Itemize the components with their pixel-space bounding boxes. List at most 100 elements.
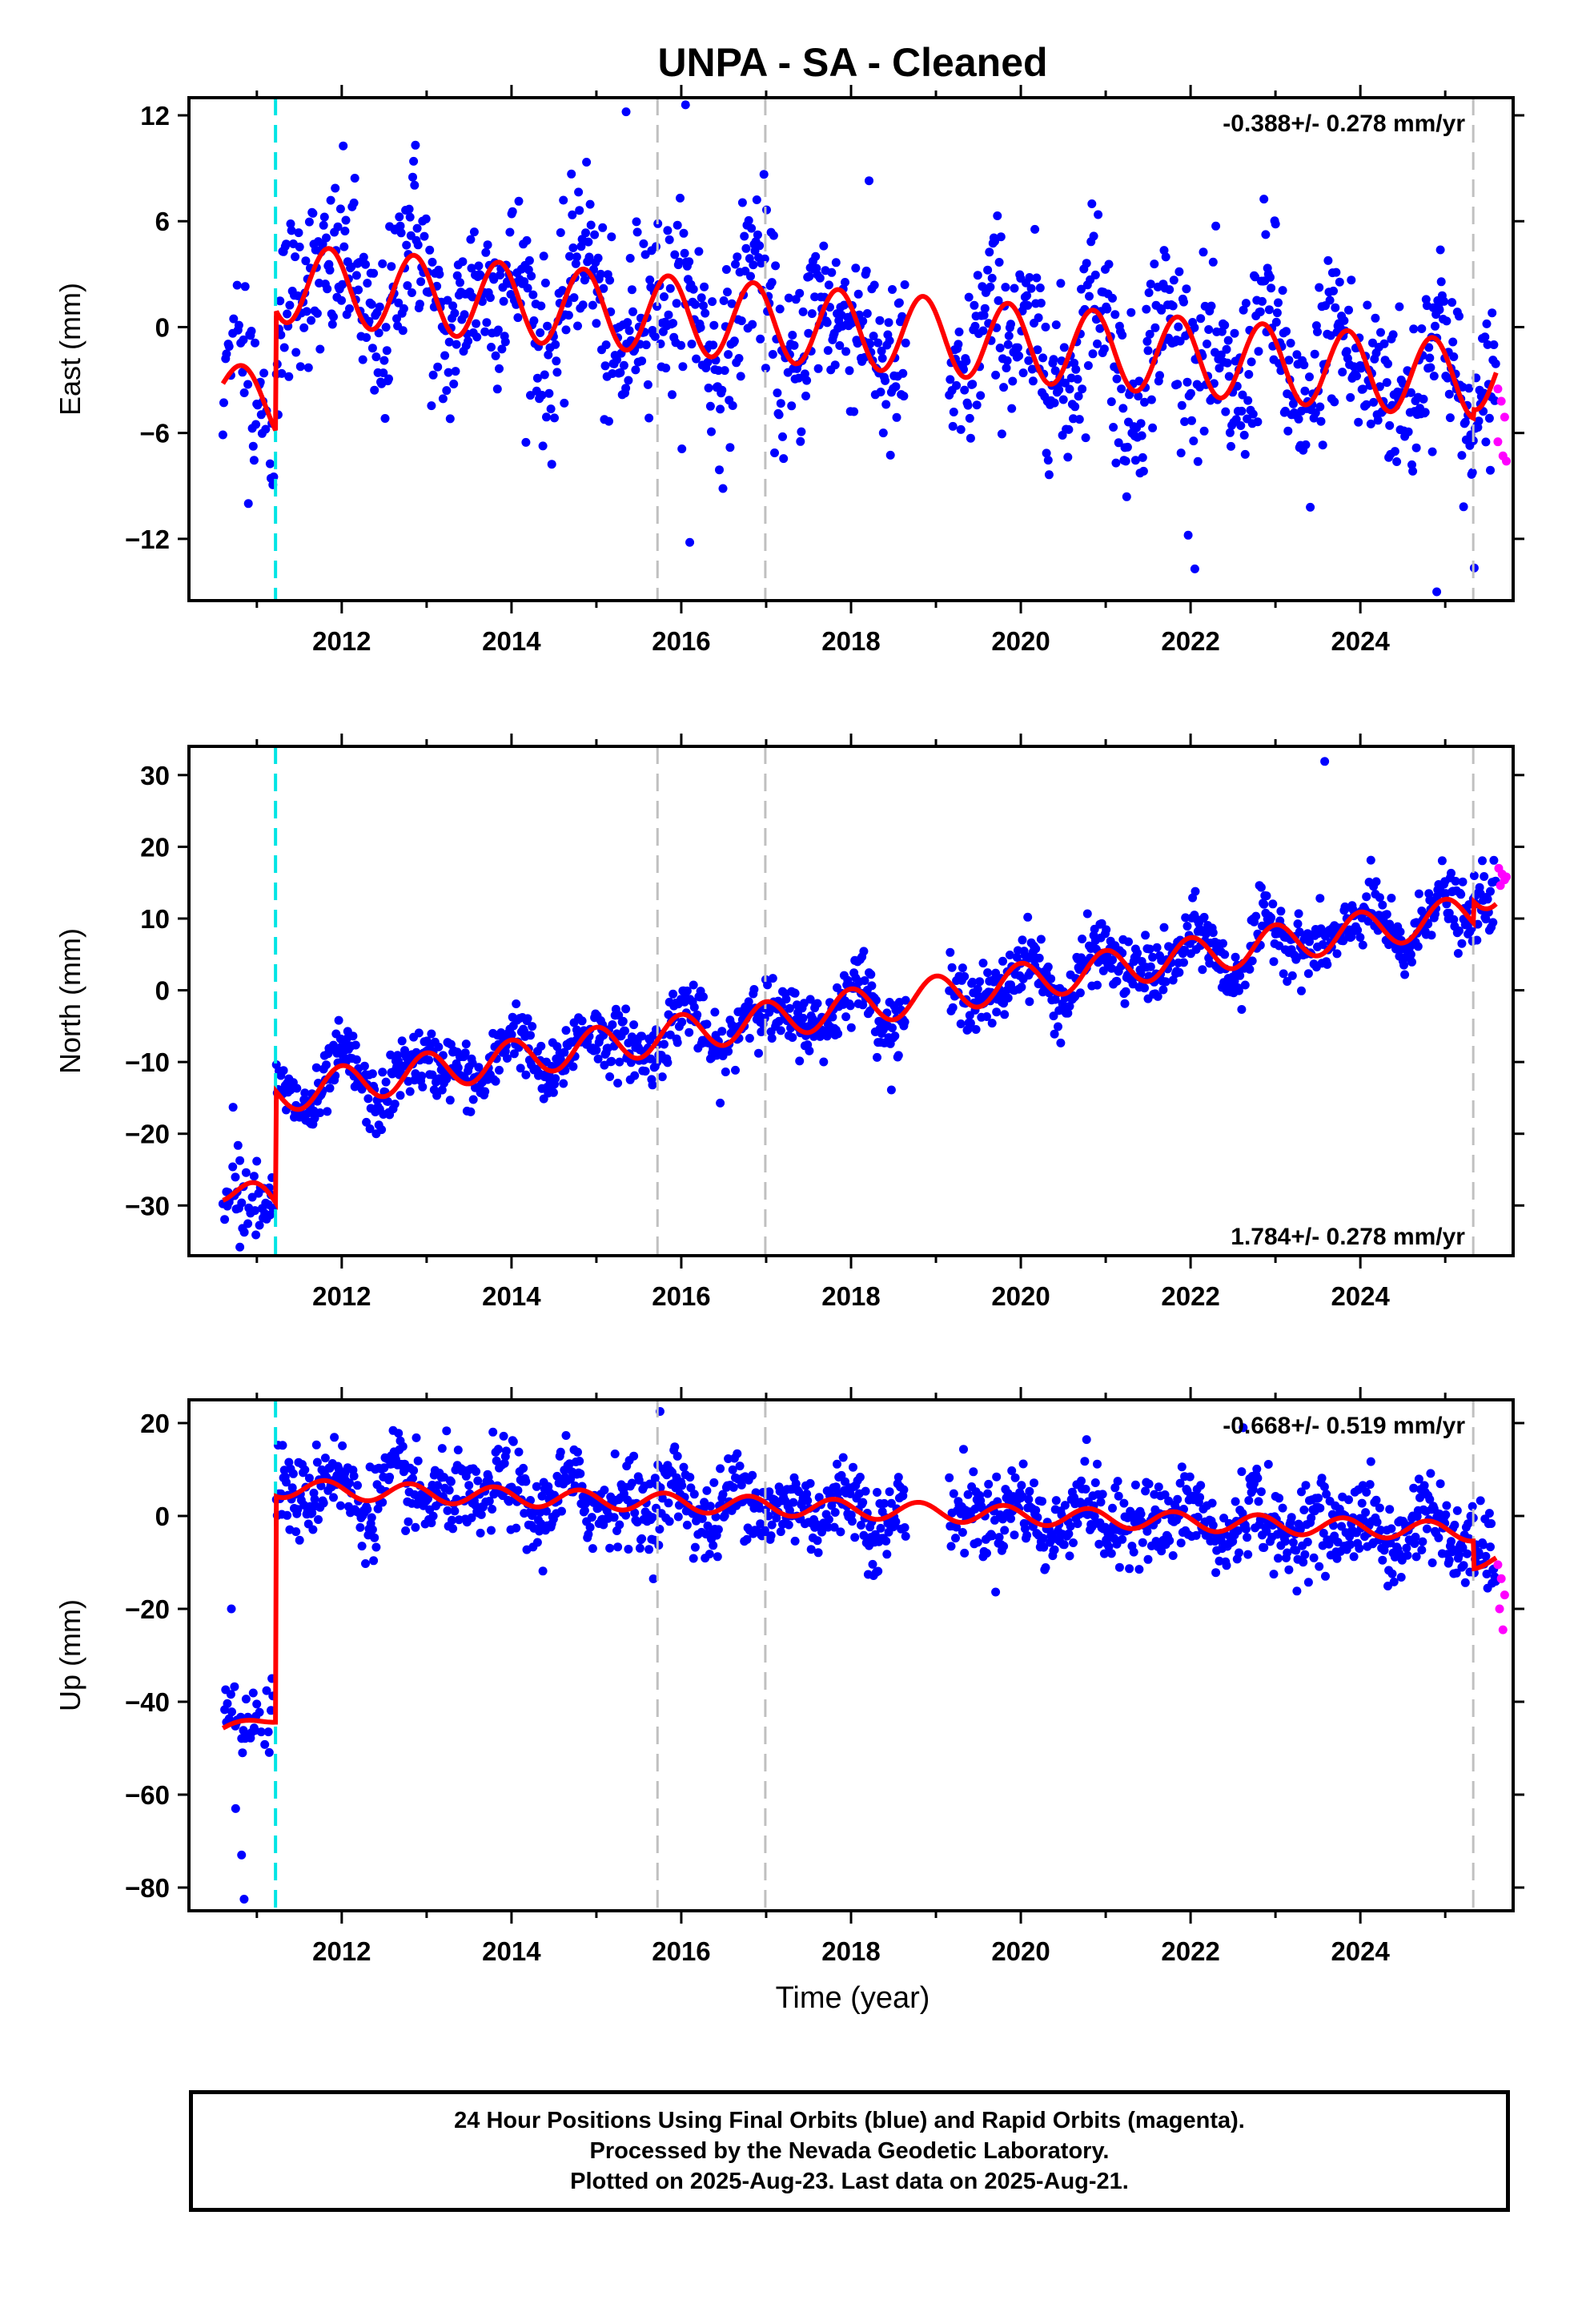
data-point [954,328,964,336]
data-point [845,1489,855,1498]
data-point [1395,927,1405,937]
data-point [1468,1502,1477,1511]
x-tick-label: 2018 [821,626,880,656]
data-point [954,340,963,349]
data-point [1363,916,1373,926]
data-point [1259,899,1269,909]
data-point [1455,312,1464,321]
data-point [323,1107,332,1116]
data-point [900,280,909,289]
data-point [703,357,713,367]
data-point [1481,437,1491,447]
data-point [1409,324,1419,334]
data-point [491,1076,500,1086]
data-point [561,1431,571,1440]
y-axis-label: East (mm) [54,283,86,416]
data-point [1050,398,1059,408]
data-point [234,320,243,330]
data-point [251,338,259,348]
data-point [1362,400,1371,409]
data-point [582,158,592,167]
data-point [500,337,510,347]
data-point [697,293,706,303]
y-tick-label: −80 [125,1873,170,1903]
x-axis-label: Time (year) [776,1981,930,2015]
data-point [1043,456,1053,465]
data-point [1481,1551,1491,1561]
data-point [1483,895,1492,904]
data-point [585,1522,595,1532]
data-point [1173,380,1182,389]
data-point [496,1028,506,1037]
data-point [390,1100,400,1109]
data-point [632,217,641,227]
data-point [404,204,414,214]
data-point [1261,230,1271,239]
data-point [227,1707,236,1717]
data-point [499,296,508,306]
data-point [987,273,997,283]
data-point [607,232,616,242]
data-point [561,1026,571,1035]
data-point [1108,1503,1117,1513]
data-point [1469,871,1479,880]
data-point [548,1088,558,1097]
data-point [873,1566,883,1576]
data-point [412,223,422,233]
data-point [1253,1474,1263,1483]
data-point [1278,1503,1287,1513]
data-point [627,285,636,295]
data-point [456,278,464,287]
outlier-point [237,1850,247,1860]
data-point [1155,371,1164,380]
data-point [637,1031,647,1041]
data-point [853,289,863,299]
data-point [468,1058,477,1068]
data-point [1196,1481,1206,1490]
data-point [528,1022,537,1031]
data-point [544,350,553,360]
data-point [1231,415,1241,424]
data-point [1443,373,1452,383]
data-point [734,354,744,363]
data-point [733,1449,742,1458]
data-point [1301,440,1311,449]
data-point [377,1125,387,1135]
y-tick-label: 0 [155,312,170,342]
data-point [396,228,406,238]
data-point [1025,273,1034,282]
data-point [607,1056,616,1066]
data-point [663,1058,673,1068]
data-point [1046,974,1056,983]
data-point [648,1574,658,1583]
data-point [312,308,322,318]
data-point [1362,1487,1371,1497]
data-point [1484,1509,1494,1518]
data-point [371,352,381,362]
data-point [304,217,314,227]
data-point [1078,935,1087,943]
data-point [255,1220,264,1230]
data-point [320,1454,330,1463]
data-point [1297,986,1306,995]
data-point [1366,855,1375,865]
data-point [1049,1011,1058,1021]
data-point [1453,949,1463,958]
data-point [702,1019,712,1029]
data-point [1174,967,1184,977]
data-point [1168,1551,1178,1560]
data-point [349,1471,359,1481]
data-point [1038,353,1048,363]
data-point [552,356,561,366]
data-point [592,1045,601,1055]
data-point [565,251,574,261]
data-point [307,316,316,325]
data-point [600,361,610,371]
data-point [1457,451,1467,460]
data-point [466,235,476,244]
data-point [1008,376,1018,386]
data-point [880,1498,889,1508]
data-point [1385,1505,1395,1514]
data-point [349,198,359,207]
data-point [881,1536,891,1546]
